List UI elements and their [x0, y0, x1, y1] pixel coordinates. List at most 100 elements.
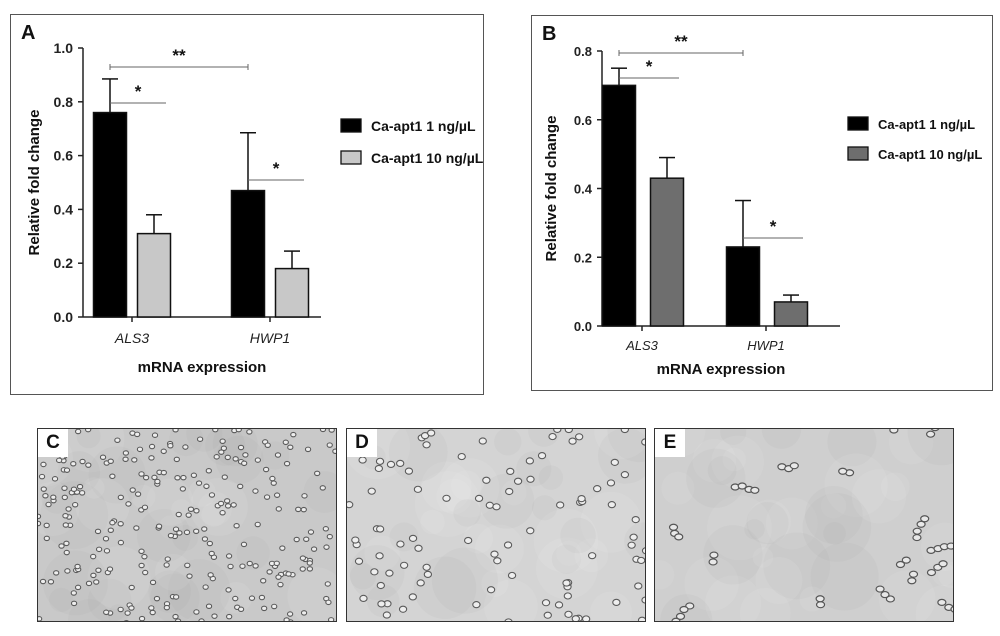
yeast-cell: [543, 611, 552, 619]
micrograph-texture: [484, 579, 538, 621]
yeast-cell: [248, 595, 256, 601]
yeast-cell: [221, 474, 228, 480]
yeast-cell: [72, 501, 79, 508]
micrograph-texture: [201, 502, 226, 527]
chart-panel-b: B 0.0 0.2 0.4 0.6 0.8 Relative fold change ALS3…: [531, 15, 993, 391]
yeast-cell: [273, 560, 280, 567]
yeast-cell: [187, 506, 195, 512]
yeast-cell: [908, 570, 919, 578]
yeast-cell: [326, 533, 333, 540]
micrograph-texture: [878, 570, 936, 621]
yeast-cell: [270, 480, 277, 486]
yeast-cell: [322, 526, 329, 532]
yeast-cell: [789, 462, 799, 470]
yeast-cell: [679, 605, 689, 614]
yeast-cell: [493, 557, 502, 565]
yeast-cell: [505, 487, 514, 496]
yeast-cell: [285, 571, 292, 577]
yeast-cell: [148, 443, 156, 450]
yeast-cell: [186, 573, 193, 579]
micrograph-texture: [556, 540, 582, 566]
yeast-cell: [114, 437, 121, 443]
yeast-cell: [593, 485, 602, 493]
yeast-cell: [122, 456, 129, 463]
yeast-cell: [79, 458, 86, 465]
yeast-cell: [61, 485, 68, 491]
micrograph-texture: [590, 591, 633, 621]
yeast-cell: [408, 534, 418, 542]
yeast-cell: [398, 605, 408, 613]
y-tick-label: 0.6: [574, 113, 592, 128]
yeast-cell: [172, 429, 179, 433]
yeast-cell: [631, 515, 640, 524]
significance-label: *: [770, 217, 777, 236]
yeast-cell: [50, 494, 57, 501]
micrograph-d-image: [347, 429, 645, 621]
y-tick-label: 1.0: [54, 40, 74, 56]
micrograph-texture: [414, 471, 481, 538]
bar-chart-a: A 0.0 0.2 0.4 0.6 0.8 1.0 Relative fold change A…: [21, 22, 484, 376]
yeast-cell: [442, 494, 451, 502]
micrograph-texture: [388, 429, 448, 482]
bar: [773, 301, 809, 327]
bar: [725, 246, 761, 327]
yeast-cell: [219, 438, 226, 444]
yeast-cell: [74, 584, 82, 591]
micrograph-texture: [739, 588, 791, 621]
yeast-cell: [577, 495, 586, 503]
legend-swatch: [340, 150, 362, 165]
yeast-cell: [912, 533, 922, 542]
yeast-cell: [109, 473, 116, 480]
yeast-cell: [926, 430, 936, 438]
micrograph-texture: [475, 524, 524, 574]
micrograph-texture: [805, 486, 863, 544]
yeast-cell: [564, 429, 573, 434]
micrograph-texture: [888, 429, 934, 465]
yeast-cell: [172, 613, 179, 620]
yeast-cell: [142, 474, 150, 481]
yeast-cell: [375, 525, 385, 533]
yeast-cell: [376, 581, 385, 590]
yeast-cell: [164, 556, 171, 562]
yeast-cell: [63, 540, 70, 547]
yeast-cell: [423, 570, 433, 579]
yeast-cell: [306, 560, 313, 566]
category-label: ALS3: [114, 330, 149, 346]
yeast-cell: [464, 536, 473, 545]
micrograph-texture: [531, 495, 558, 521]
yeast-cell: [223, 498, 231, 504]
bar: [136, 232, 172, 318]
yeast-cell: [299, 566, 306, 572]
yeast-cell: [396, 459, 405, 467]
yeast-cell: [103, 548, 111, 554]
micrograph-texture: [752, 547, 774, 568]
yeast-cell: [38, 520, 42, 527]
yeast-cell: [513, 477, 523, 485]
yeast-cell: [128, 605, 135, 611]
category-label: HWP1: [250, 330, 290, 346]
micrograph-texture: [761, 429, 802, 449]
micrograph-texture: [820, 493, 847, 519]
yeast-cell: [252, 488, 259, 494]
yeast-cell: [212, 429, 219, 433]
yeast-cell: [103, 609, 110, 616]
yeast-cell: [286, 611, 294, 617]
yeast-cell: [485, 501, 494, 509]
yeast-cell: [225, 553, 233, 559]
panel-label-c: C: [38, 429, 68, 457]
micrograph-texture: [501, 479, 527, 506]
yeast-cell: [525, 457, 534, 465]
yeast-cell: [117, 521, 124, 527]
micrograph-texture: [624, 522, 645, 561]
yeast-cell: [478, 437, 487, 445]
yeast-cell: [562, 579, 571, 587]
yeast-cell: [237, 444, 245, 451]
micrograph-texture: [43, 550, 108, 616]
yeast-cell: [85, 580, 93, 587]
micrograph-texture: [436, 478, 472, 515]
yeast-cell: [314, 470, 321, 477]
yeast-cell: [193, 528, 200, 535]
yeast-cell: [324, 581, 331, 587]
micrograph-texture: [516, 451, 552, 487]
yeast-cell: [641, 438, 645, 446]
